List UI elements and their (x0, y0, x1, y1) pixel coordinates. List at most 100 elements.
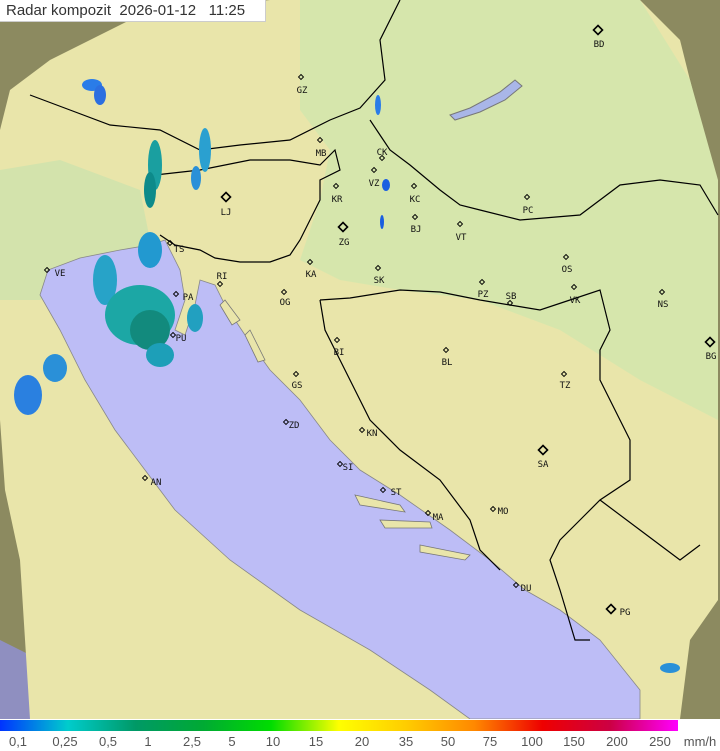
city-ma: MA (424, 509, 444, 523)
title-time: 11:25 (208, 2, 246, 19)
city-label: MO (498, 507, 509, 517)
city-sb: SB (506, 292, 516, 307)
city-marker-icon (172, 290, 180, 298)
city-lj: LJ (220, 191, 232, 218)
radar-map[interactable]: BD GZ MB CK VZ KR KC LJ ZG BJ VT PC TS VE RI KA SK OS PZ SB… (0, 0, 720, 719)
legend-unit: mm/h (683, 734, 717, 749)
city-st: ST (379, 486, 402, 498)
city-marker-icon (370, 166, 378, 174)
legend-value: 10 (265, 734, 281, 749)
city-label: AN (151, 478, 162, 488)
legend-value: 20 (354, 734, 370, 749)
legend-value: 75 (482, 734, 498, 749)
city-label: VK (570, 296, 581, 306)
city-marker-icon (523, 193, 531, 201)
city-kn: KN (358, 426, 377, 439)
legend-value: 250 (649, 734, 671, 749)
city-du: DU (512, 581, 532, 594)
islands (219, 299, 471, 561)
city-marker-icon (442, 346, 450, 354)
city-vz: VZ (369, 166, 380, 189)
city-marker-icon (478, 278, 486, 286)
legend-value: 15 (308, 734, 324, 749)
city-marker-icon (141, 474, 149, 482)
city-sa: SA (537, 444, 549, 470)
city-label: GS (292, 381, 303, 391)
city-marker-icon (216, 280, 224, 288)
city-og: OG (280, 288, 291, 308)
city-label: PC (523, 206, 534, 216)
city-label: BI (334, 348, 345, 358)
city-label: KA (306, 270, 317, 280)
city-marker-icon (280, 288, 288, 296)
city-marker-icon (297, 73, 305, 81)
city-ka: KA (306, 258, 317, 280)
city-label: ST (391, 488, 402, 498)
city-tz: TZ (560, 370, 571, 391)
city-label: MB (316, 149, 327, 159)
city-marker-icon (592, 24, 604, 36)
city-ve: VE (43, 266, 65, 279)
city-mb: MB (316, 136, 327, 159)
legend-value: 200 (606, 734, 628, 749)
pannonian-plains (300, 0, 718, 420)
city-gs: GS (292, 370, 303, 391)
country-borders (29, 0, 719, 641)
city-label: PG (620, 608, 631, 618)
city-label: BG (706, 352, 717, 362)
city-label: OG (280, 298, 291, 308)
city-markers: BD GZ MB CK VZ KR KC LJ ZG BJ VT PC TS VE RI KA SK OS PZ SB… (43, 24, 717, 618)
city-marker-icon (658, 288, 666, 296)
title-label: Radar kompozit (6, 2, 112, 19)
city-label: MA (433, 513, 444, 523)
city-vt: VT (456, 220, 467, 243)
city-marker-icon (166, 239, 174, 247)
city-label: BL (442, 358, 453, 368)
city-sk: SK (374, 264, 385, 286)
city-pa: PA (172, 290, 194, 303)
city-bj: BJ (411, 213, 421, 235)
city-label: VZ (369, 179, 380, 189)
city-label: DU (521, 584, 532, 594)
city-ck: CK (377, 148, 388, 162)
city-marker-icon (560, 370, 568, 378)
city-label: VT (456, 233, 467, 243)
city-zd: ZD (282, 418, 300, 431)
city-pu: PU (169, 331, 187, 344)
city-an: AN (141, 474, 162, 488)
city-marker-icon (337, 221, 349, 233)
city-marker-icon (379, 486, 387, 494)
city-label: BD (594, 40, 605, 50)
city-marker-icon (489, 505, 497, 513)
city-label: PU (176, 334, 187, 344)
city-marker-icon (292, 370, 300, 378)
city-marker-icon (336, 460, 344, 468)
city-pc: PC (523, 193, 534, 216)
city-label: CK (377, 148, 388, 158)
city-pg: PG (605, 603, 631, 618)
city-zg: ZG (337, 221, 349, 248)
city-label: ZD (289, 421, 300, 431)
po-plain (0, 160, 150, 300)
city-marker-icon (316, 136, 324, 144)
city-label: SK (374, 276, 385, 286)
city-marker-icon (378, 154, 386, 162)
city-bd: BD (592, 24, 605, 50)
city-label: LJ (221, 208, 232, 218)
legend-value: 50 (440, 734, 456, 749)
city-bl: BL (442, 346, 453, 368)
city-mo: MO (489, 505, 509, 517)
city-marker-icon (358, 426, 366, 434)
legend-value: 0,25 (52, 734, 78, 749)
city-os: OS (562, 253, 572, 275)
city-pz: PZ (478, 278, 489, 300)
city-label: TZ (560, 381, 571, 391)
city-label: KC (410, 195, 421, 205)
city-marker-icon (411, 213, 419, 221)
city-label: TS (174, 245, 185, 255)
city-bi: BI (333, 336, 345, 358)
city-kc: KC (410, 182, 421, 205)
city-marker-icon (506, 299, 514, 307)
city-marker-icon (333, 336, 341, 344)
city-label: PA (183, 293, 194, 303)
